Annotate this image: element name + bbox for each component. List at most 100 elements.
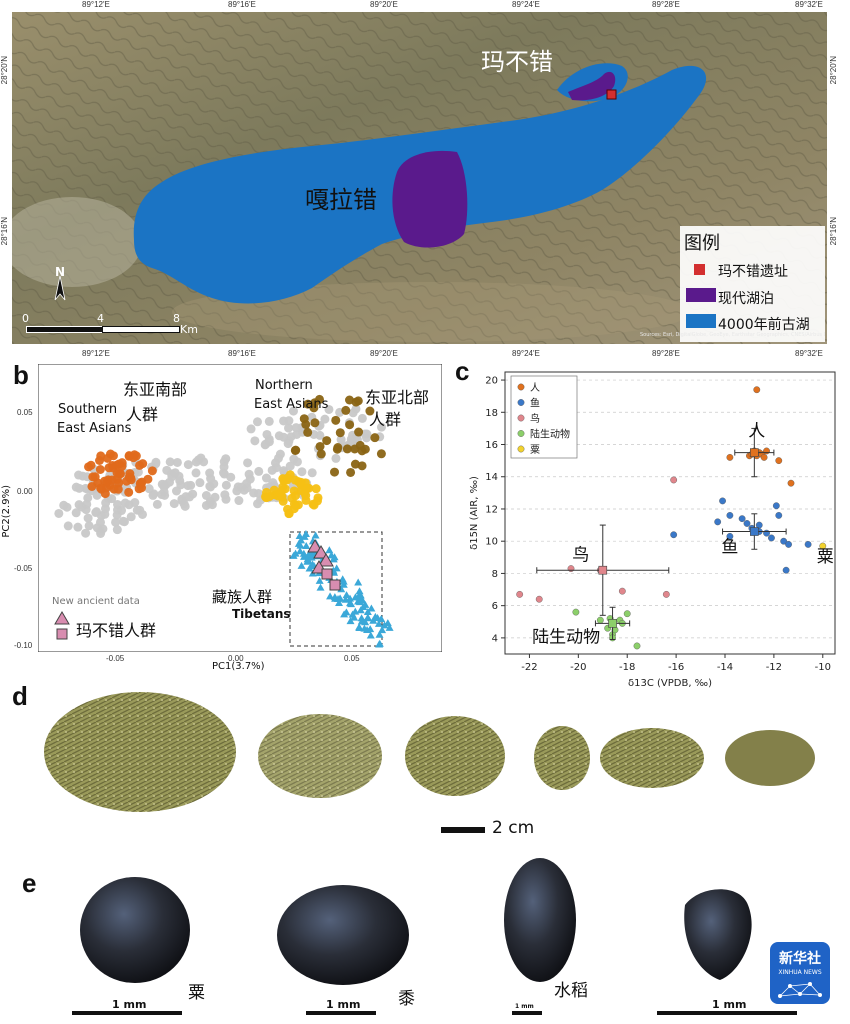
pca-point bbox=[126, 512, 136, 522]
panel-label-d: d bbox=[12, 681, 28, 711]
data-point bbox=[772, 502, 780, 510]
pca-tibetan-point bbox=[355, 623, 364, 631]
pca-new-triangle bbox=[313, 545, 329, 559]
y-tick-label: 6 bbox=[492, 601, 498, 612]
pca-point bbox=[283, 439, 293, 449]
lon-tick: 89°32'E bbox=[795, 349, 823, 358]
pca-tibetan-point bbox=[385, 623, 394, 631]
pca-tibetan-point bbox=[305, 564, 314, 572]
y-tick-label: 14 bbox=[485, 472, 498, 483]
pca-point bbox=[183, 460, 193, 470]
pca-point bbox=[316, 449, 326, 459]
pca-point bbox=[376, 422, 386, 432]
pca-xlabel: PC1(3.7%) bbox=[212, 661, 265, 672]
data-point bbox=[572, 608, 580, 616]
legend-label: 粟 bbox=[530, 444, 540, 456]
mean-marker bbox=[598, 565, 608, 575]
pca-point bbox=[73, 522, 83, 532]
new-data-square-icon bbox=[56, 628, 68, 640]
pca-tibetan-point bbox=[297, 536, 306, 544]
pca-point bbox=[354, 427, 364, 437]
pca-point bbox=[113, 484, 123, 494]
data-point bbox=[618, 587, 626, 595]
pca-point bbox=[144, 484, 154, 494]
data-point bbox=[780, 537, 788, 545]
y-axis-label: δ15N (AIR, ‰) bbox=[469, 476, 480, 550]
pca-point bbox=[254, 466, 264, 476]
pca-tibetan-point bbox=[354, 597, 363, 605]
pca-tibetan-point bbox=[363, 607, 372, 615]
mean-marker bbox=[750, 527, 759, 536]
pca-point bbox=[249, 488, 259, 498]
pca-point bbox=[332, 444, 342, 454]
pca-point bbox=[365, 406, 375, 416]
pca-point bbox=[307, 468, 317, 478]
pca-tibetan-point bbox=[371, 613, 380, 621]
xinhua-news-badge: 新华社 XINHUA NEWS bbox=[770, 942, 830, 1004]
scale-bar-e2 bbox=[306, 1011, 376, 1015]
network-icon bbox=[778, 982, 823, 998]
pca-point bbox=[81, 528, 91, 538]
lat-tick-left-2: 28°16'N bbox=[0, 217, 9, 246]
scale-tick-4: 4 bbox=[97, 312, 104, 325]
pca-label-south-cn: 东亚南部 bbox=[123, 380, 188, 399]
pca-y-tick: -0.05 bbox=[14, 564, 33, 573]
lon-tick: 89°20'E bbox=[370, 0, 398, 9]
pca-point bbox=[348, 408, 358, 418]
lon-tick: 89°24'E bbox=[512, 349, 540, 358]
pca-x-tick: 0.05 bbox=[344, 654, 360, 663]
pca-point bbox=[86, 460, 96, 470]
modern-lake-shape bbox=[392, 150, 468, 248]
badge-name: 新华社 bbox=[779, 951, 821, 967]
data-point bbox=[726, 512, 734, 519]
pca-point bbox=[152, 499, 162, 509]
pca-point bbox=[341, 405, 351, 415]
pca-point bbox=[376, 449, 386, 459]
legend-site: 玛不错遗址 bbox=[718, 264, 788, 280]
pca-new-square bbox=[321, 568, 333, 580]
pca-point bbox=[357, 461, 367, 471]
data-point bbox=[662, 590, 670, 598]
data-point bbox=[768, 534, 775, 542]
new-data-triangle-icon bbox=[54, 611, 70, 625]
lon-tick: 89°24'E bbox=[512, 0, 540, 9]
pca-point bbox=[311, 484, 321, 494]
pca-tibetan-point bbox=[380, 621, 389, 629]
data-point bbox=[753, 386, 761, 394]
plot-frame bbox=[504, 371, 836, 655]
scale-bar-e1 bbox=[72, 1011, 182, 1015]
grain-samples-image bbox=[80, 858, 752, 985]
pca-point bbox=[342, 444, 352, 454]
pca-point bbox=[108, 451, 118, 461]
pca-label-south-en2: East Asians bbox=[57, 421, 132, 436]
scale-bar-e3 bbox=[512, 1011, 542, 1015]
pca-tibetan-point bbox=[301, 529, 310, 537]
pca-point bbox=[117, 506, 127, 516]
pca-point bbox=[195, 478, 205, 488]
pca-point bbox=[314, 394, 324, 404]
x-tick-label: -10 bbox=[815, 662, 831, 673]
pca-point bbox=[59, 500, 69, 510]
map-credit: Sources: Esri, DigitalGlobe, GeoEye, Ear… bbox=[640, 332, 825, 338]
pca-point bbox=[206, 474, 216, 484]
pca-point bbox=[135, 505, 145, 515]
pca-tibetan-point bbox=[308, 560, 317, 568]
pca-point bbox=[131, 451, 141, 461]
pca-label-south-en: Southern bbox=[58, 402, 118, 417]
pca-point bbox=[275, 488, 285, 498]
pca-new-data-group: 玛不错人群 bbox=[76, 621, 157, 640]
pca-point bbox=[95, 517, 105, 527]
pca-point bbox=[252, 417, 262, 427]
pca-tibetan-point bbox=[361, 618, 370, 626]
pca-tibetan-point bbox=[354, 593, 363, 601]
scale-label-e3: 1 mm bbox=[515, 1003, 534, 1010]
pca-point bbox=[111, 517, 121, 527]
pca-point bbox=[112, 474, 122, 484]
pca-tibetan-point bbox=[366, 631, 375, 639]
pca-point bbox=[112, 525, 122, 535]
scale-label-e1: 1 mm bbox=[112, 998, 147, 1011]
pca-new-data-label: New ancient data bbox=[52, 596, 140, 607]
pca-point bbox=[82, 499, 92, 509]
y-tick-label: 18 bbox=[485, 408, 498, 419]
pca-point bbox=[290, 445, 300, 455]
